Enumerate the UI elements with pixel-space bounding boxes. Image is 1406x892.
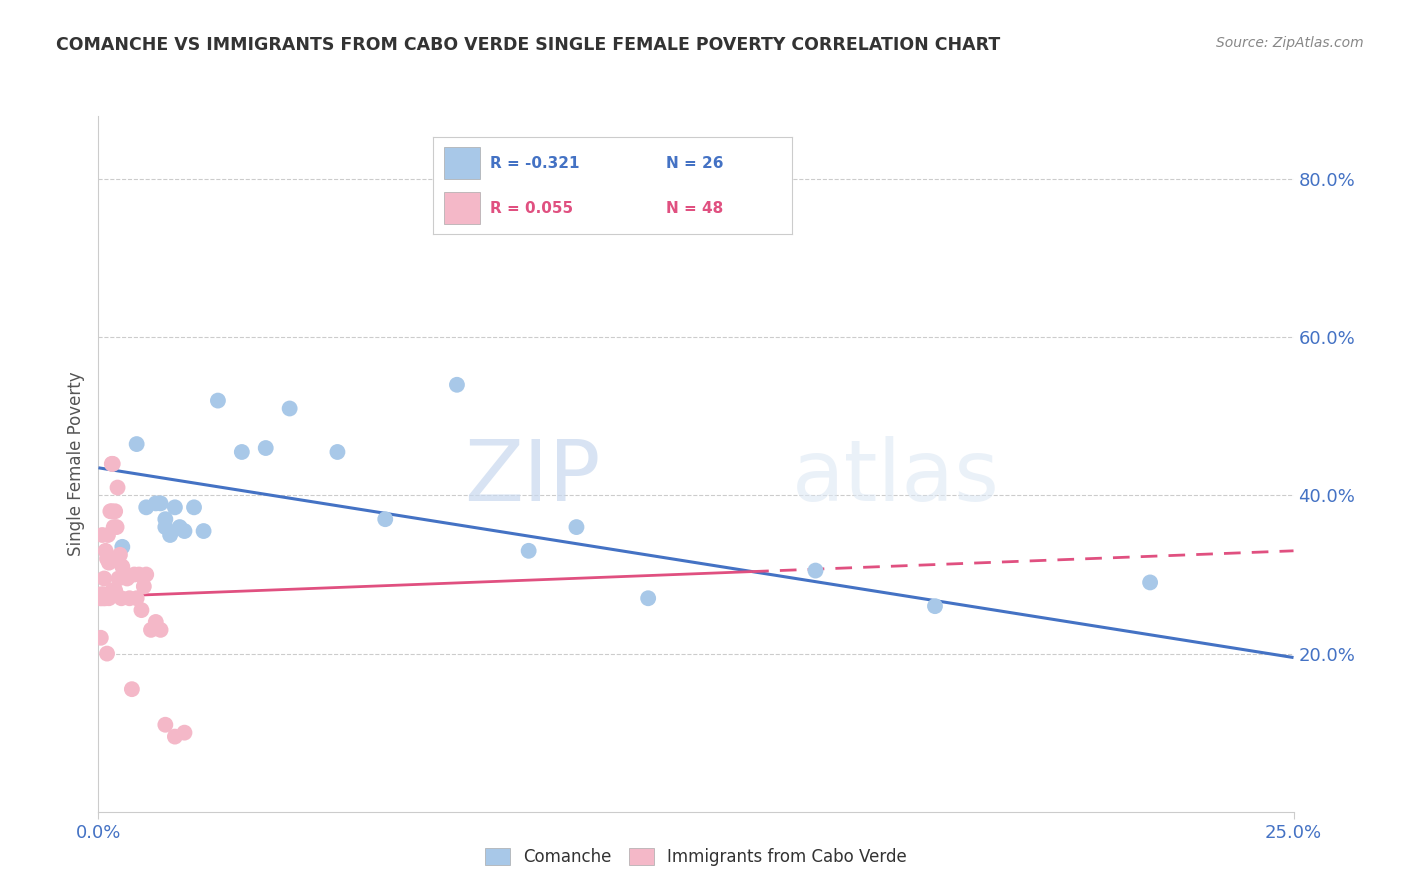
Point [97,528,120,542]
Point [118,591,141,606]
Point [105,520,128,534]
Point [93,591,115,606]
Point [125,437,148,451]
Point [924,599,946,614]
Text: ZIP: ZIP [464,436,600,519]
Point [135,500,157,515]
Point [114,567,136,582]
Point [90,587,112,601]
Point [517,543,540,558]
Point [139,623,162,637]
Point [90,591,112,606]
Point [94,591,117,606]
Point [98,587,122,601]
Point [94,543,117,558]
Point [128,567,150,582]
Point [101,457,124,471]
Point [107,572,129,586]
Point [97,591,120,606]
Point [111,559,134,574]
Point [104,504,127,518]
Point [173,725,195,739]
Y-axis label: Single Female Poverty: Single Female Poverty [66,372,84,556]
Point [145,496,167,510]
Point [231,445,253,459]
Point [90,591,112,606]
Point [207,393,229,408]
Point [446,377,468,392]
Point [115,572,138,586]
Point [163,500,186,515]
Point [104,583,127,598]
Point [1139,575,1161,590]
Legend: Comanche, Immigrants from Cabo Verde: Comanche, Immigrants from Cabo Verde [478,841,914,873]
Point [96,647,118,661]
Point [124,567,146,582]
Point [169,520,191,534]
Point [149,496,172,510]
Point [101,504,124,518]
Point [96,551,118,566]
Point [183,500,205,515]
Point [149,623,172,637]
Point [121,682,143,697]
Point [193,524,215,538]
Point [637,591,659,606]
Text: atlas: atlas [792,436,1000,519]
Point [278,401,301,416]
Text: COMANCHE VS IMMIGRANTS FROM CABO VERDE SINGLE FEMALE POVERTY CORRELATION CHART: COMANCHE VS IMMIGRANTS FROM CABO VERDE S… [56,36,1001,54]
Point [91,528,114,542]
Point [145,615,167,629]
Point [804,564,827,578]
Point [90,631,112,645]
Point [155,512,177,526]
Point [155,717,177,731]
Point [254,441,277,455]
Point [111,540,134,554]
Point [565,520,588,534]
Point [374,512,396,526]
Point [125,591,148,606]
Point [97,587,120,601]
Point [107,481,129,495]
Point [98,504,122,518]
Point [101,583,124,598]
Point [97,556,120,570]
Point [93,572,115,586]
Point [155,520,177,534]
Point [163,730,186,744]
Point [173,524,195,538]
Point [132,579,155,593]
Point [159,528,181,542]
Point [131,603,153,617]
Point [110,591,132,606]
Point [135,567,157,582]
Point [103,520,125,534]
Point [101,457,124,471]
Point [91,591,114,606]
Point [108,548,131,562]
Point [91,587,114,601]
Text: Source: ZipAtlas.com: Source: ZipAtlas.com [1216,36,1364,50]
Point [326,445,349,459]
